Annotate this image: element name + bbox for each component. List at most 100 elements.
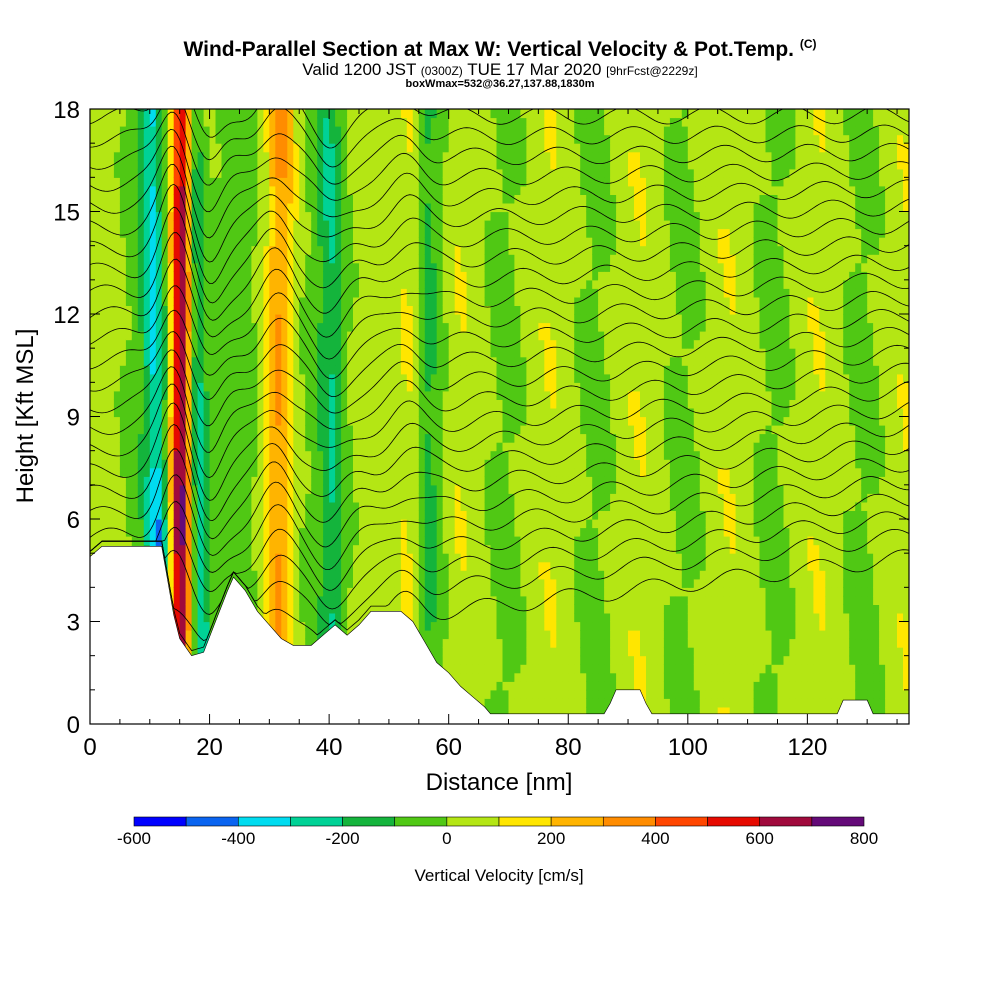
- velocity-cell: [125, 117, 133, 127]
- velocity-cell: [209, 211, 217, 221]
- velocity-cell: [287, 433, 294, 443]
- velocity-cell: [323, 203, 330, 213]
- velocity-cell: [96, 220, 103, 230]
- velocity-cell: [442, 143, 450, 153]
- velocity-cell: [466, 681, 474, 691]
- velocity-cell: [388, 262, 396, 272]
- velocity-cell: [179, 203, 187, 213]
- velocity-cell: [179, 151, 187, 161]
- velocity-cell: [179, 501, 187, 511]
- velocity-cell: [478, 450, 486, 460]
- velocity-cell: [436, 314, 444, 324]
- velocity-cell: [299, 561, 306, 571]
- velocity-cell: [502, 519, 510, 529]
- velocity-cell: [131, 356, 139, 366]
- velocity-cell: [335, 519, 342, 529]
- velocity-cell: [466, 237, 474, 247]
- velocity-cell: [227, 117, 235, 127]
- velocity-cell: [161, 254, 169, 264]
- velocity-cell: [179, 117, 187, 127]
- velocity-cell: [299, 262, 306, 272]
- velocity-cell: [257, 109, 264, 119]
- velocity-cell: [96, 425, 103, 435]
- velocity-cell: [299, 365, 306, 375]
- velocity-cell: [448, 296, 456, 306]
- velocity-cell: [209, 331, 217, 341]
- velocity-cell: [317, 570, 324, 580]
- velocity-cell: [257, 203, 264, 213]
- velocity-cell: [388, 544, 396, 554]
- velocity-cell: [502, 698, 510, 708]
- velocity-cell: [484, 561, 492, 571]
- velocity-cell: [347, 177, 354, 187]
- velocity-cell: [484, 689, 492, 699]
- velocity-cell: [245, 254, 252, 264]
- velocity-cell: [251, 262, 258, 272]
- velocity-cell: [191, 245, 199, 255]
- velocity-cell: [293, 476, 300, 486]
- velocity-cell: [365, 467, 372, 477]
- velocity-cell: [173, 143, 181, 153]
- velocity-cell: [299, 271, 306, 281]
- velocity-cell: [197, 322, 205, 332]
- velocity-cell: [335, 177, 342, 187]
- velocity-cell: [502, 689, 510, 699]
- velocity-cell: [215, 339, 223, 349]
- velocity-cell: [394, 134, 402, 144]
- velocity-cell: [137, 279, 145, 289]
- velocity-cell: [466, 450, 474, 460]
- velocity-cell: [245, 467, 252, 477]
- velocity-cell: [466, 613, 474, 623]
- velocity-cell: [430, 399, 438, 409]
- velocity-cell: [359, 544, 366, 554]
- velocity-cell: [329, 493, 336, 503]
- velocity-cell: [430, 356, 438, 366]
- velocity-cell: [454, 467, 462, 477]
- velocity-cell: [125, 305, 133, 315]
- velocity-cell: [269, 425, 276, 435]
- velocity-cell: [275, 621, 282, 631]
- velocity-cell: [323, 416, 330, 426]
- velocity-cell: [263, 519, 270, 529]
- velocity-cell: [442, 314, 450, 324]
- velocity-cell: [131, 348, 139, 358]
- velocity-cell: [502, 587, 510, 597]
- velocity-cell: [430, 476, 438, 486]
- velocity-cell: [406, 296, 414, 306]
- velocity-cell: [107, 117, 115, 127]
- velocity-cell: [125, 228, 133, 238]
- velocity-cell: [382, 126, 390, 136]
- velocity-cell: [376, 109, 384, 119]
- velocity-cell: [203, 322, 211, 332]
- velocity-cell: [424, 126, 432, 136]
- velocity-cell: [167, 126, 175, 136]
- velocity-cell: [388, 211, 396, 221]
- velocity-cell: [394, 484, 402, 494]
- velocity-cell: [341, 510, 348, 520]
- velocity-cell: [353, 476, 360, 486]
- velocity-cell: [113, 442, 121, 452]
- velocity-cell: [365, 296, 372, 306]
- velocity-cell: [442, 220, 450, 230]
- velocity-cell: [209, 151, 217, 161]
- velocity-cell: [257, 501, 264, 511]
- velocity-cell: [347, 476, 354, 486]
- velocity-cell: [215, 561, 223, 571]
- velocity-cell: [96, 373, 103, 383]
- velocity-cell: [359, 117, 366, 127]
- velocity-cell: [484, 279, 492, 289]
- velocity-cell: [269, 151, 276, 161]
- velocity-cell: [191, 279, 199, 289]
- velocity-cell: [263, 382, 270, 392]
- velocity-cell: [167, 305, 175, 315]
- velocity-cell: [347, 288, 354, 298]
- velocity-cell: [173, 476, 181, 486]
- velocity-cell: [185, 160, 193, 170]
- velocity-cell: [173, 305, 181, 315]
- velocity-cell: [179, 587, 187, 597]
- velocity-cell: [96, 536, 103, 546]
- velocity-cell: [317, 519, 324, 529]
- velocity-cell: [502, 536, 510, 546]
- velocity-cell: [305, 510, 312, 520]
- velocity-cell: [161, 203, 169, 213]
